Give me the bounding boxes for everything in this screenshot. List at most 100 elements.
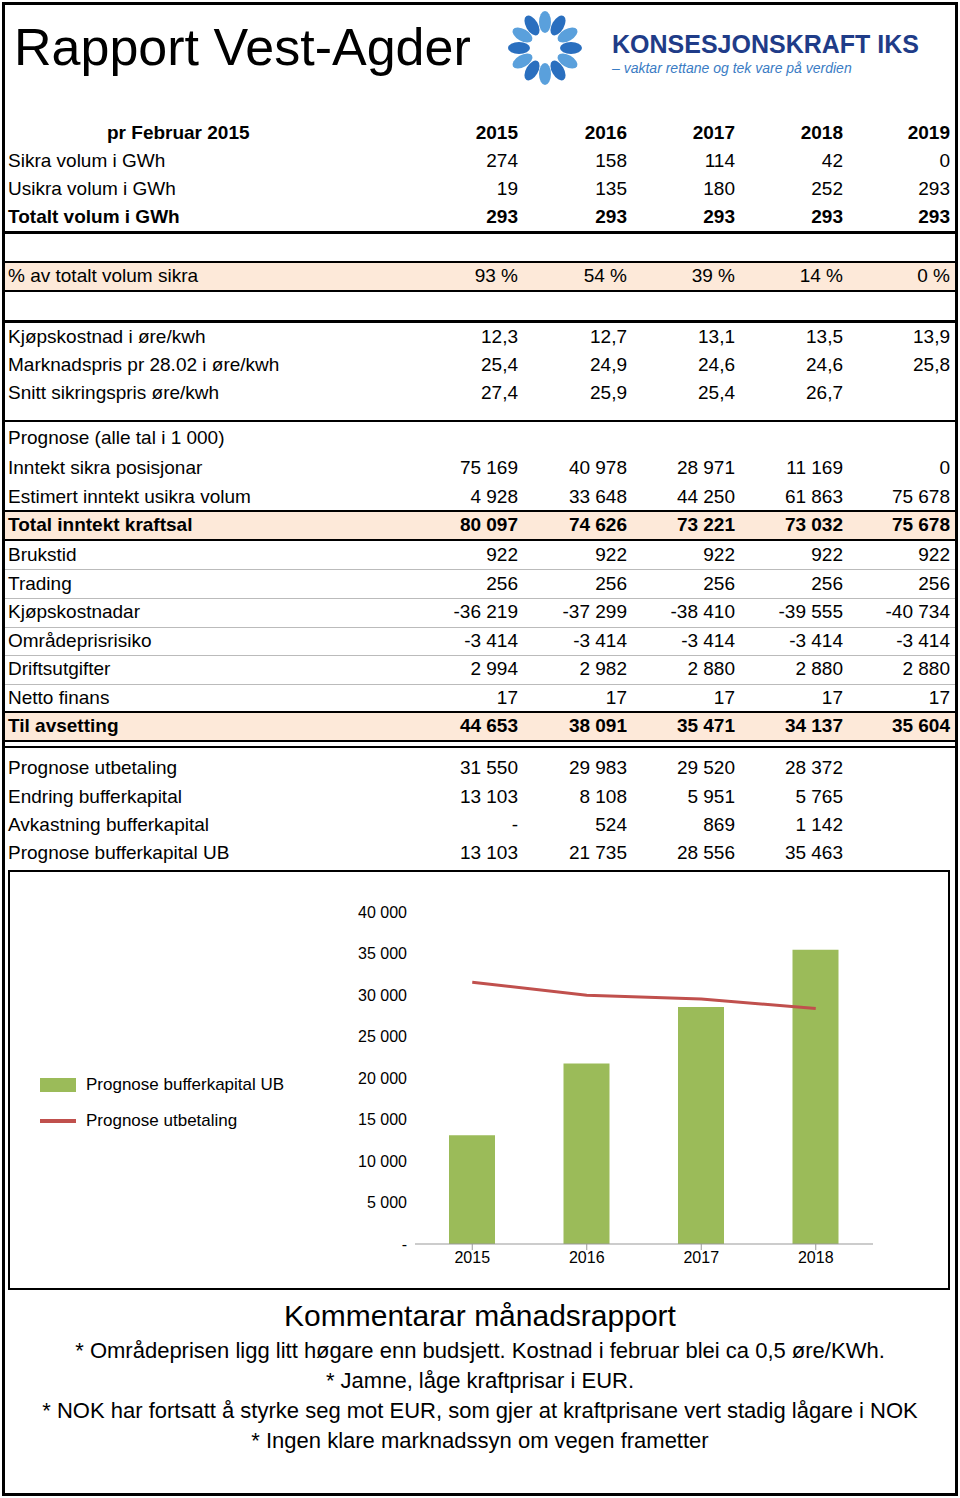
html-text:0 %: 0 % (917, 265, 950, 286)
html-text:256: 256 (486, 573, 518, 594)
html-text:135: 135 (595, 178, 627, 199)
html-text:922: 922 (811, 544, 843, 565)
html-text:Kommentarar månadsrapport: Kommentarar månadsrapport (284, 1299, 676, 1332)
html-text:13,5: 13,5 (806, 326, 843, 347)
svg-text:2015: 2015 (454, 1249, 490, 1266)
svg-text:2017: 2017 (683, 1249, 719, 1266)
html-text:75 678: 75 678 (891, 486, 950, 507)
html-text:42: 42 (821, 150, 843, 171)
html-text:293: 293 (595, 206, 627, 227)
html-text:28 971: 28 971 (676, 457, 735, 478)
html-text:293: 293 (486, 206, 518, 227)
html-text:12,7: 12,7 (590, 326, 627, 347)
html-text:Brukstid: Brukstid (8, 544, 77, 565)
html-text:922: 922 (595, 544, 627, 565)
html-text:293: 293 (811, 206, 843, 227)
html-text:Trading: Trading (8, 573, 72, 594)
html-text:-38 410: -38 410 (670, 601, 735, 622)
html-text:293: 293 (703, 206, 735, 227)
html-text:2015: 2015 (475, 122, 518, 143)
html-text:14 %: 14 % (799, 265, 843, 286)
html-text:Sikra volum i GWh: Sikra volum i GWh (8, 150, 166, 171)
html-text:40 978: 40 978 (568, 457, 627, 478)
html-text:256: 256 (811, 573, 843, 594)
html-text:2019: 2019 (907, 122, 950, 143)
svg-text:10 000: 10 000 (358, 1153, 407, 1170)
html-text:26,7: 26,7 (806, 382, 843, 403)
html-text:KONSESJONSKRAFT IKS: KONSESJONSKRAFT IKS (612, 30, 919, 58)
html-text:12,3: 12,3 (481, 326, 518, 347)
html-text:Usikra volum i GWh: Usikra volum i GWh (8, 178, 176, 199)
html-text:25,9: 25,9 (590, 382, 627, 403)
html-text:Estimert inntekt usikra volum: Estimert inntekt usikra volum (8, 486, 251, 507)
html-text:75 169: 75 169 (459, 457, 518, 478)
html-text:Kjøpskostnadar: Kjøpskostnadar (8, 601, 140, 622)
html-text:Marknadspris pr 28.02 i øre/kw: Marknadspris pr 28.02 i øre/kwh (8, 354, 280, 375)
html-text:pr Februar 2015: pr Februar 2015 (107, 122, 250, 143)
html-text:11 169: 11 169 (786, 457, 843, 478)
html-text:73 221: 73 221 (676, 514, 735, 535)
html-text:% av totalt volum sikra: % av totalt volum sikra (8, 265, 199, 286)
html-text:24,6: 24,6 (806, 354, 843, 375)
html-text:27,4: 27,4 (481, 382, 518, 403)
html-text:-36 219: -36 219 (453, 601, 518, 622)
html-text:13,1: 13,1 (698, 326, 735, 347)
svg-text:15 000: 15 000 (358, 1111, 407, 1128)
html-text:* NOK har fortsatt å styrke se: * NOK har fortsatt å styrke seg mot EUR,… (42, 1398, 918, 1423)
html-text:* Ingen klare marknadssyn om v: * Ingen klare marknadssyn om vegen frame… (251, 1428, 709, 1453)
html-text:-37 299: -37 299 (562, 601, 627, 622)
html-text:180: 180 (703, 178, 735, 199)
html-text:Rapport Vest-Agder: Rapport Vest-Agder (14, 18, 471, 76)
html-text:922: 922 (918, 544, 950, 565)
html-text:256: 256 (595, 573, 627, 594)
svg-text:2018: 2018 (798, 1249, 834, 1266)
html-text:93 %: 93 % (474, 265, 518, 286)
html-text:54 %: 54 % (583, 265, 627, 286)
html-text:74 626: 74 626 (568, 514, 627, 535)
html-text:4 928: 4 928 (470, 486, 518, 507)
html-text:25,4: 25,4 (481, 354, 518, 375)
html-text:293: 293 (918, 178, 950, 199)
html-text:80 097: 80 097 (459, 514, 518, 535)
html-text:33 648: 33 648 (568, 486, 627, 507)
html-text:922: 922 (486, 544, 518, 565)
html-text:44 250: 44 250 (676, 486, 735, 507)
html-text:75 678: 75 678 (891, 514, 950, 535)
html-text:Snitt sikringspris øre/kwh: Snitt sikringspris øre/kwh (8, 382, 220, 403)
html-text:25,8: 25,8 (913, 354, 950, 375)
html-text:2017: 2017 (692, 122, 735, 143)
html-text:158: 158 (595, 150, 627, 171)
svg-text:35 000: 35 000 (358, 945, 407, 962)
html-text:252: 252 (811, 178, 843, 199)
html-text:24,9: 24,9 (590, 354, 627, 375)
html-text:114: 114 (704, 150, 735, 171)
html-text:Total inntekt kraftsal: Total inntekt kraftsal (8, 514, 193, 535)
html-text:2018: 2018 (800, 122, 843, 143)
html-text:293: 293 (918, 206, 950, 227)
svg-text:40 000: 40 000 (358, 904, 407, 921)
html-text:39 %: 39 % (691, 265, 735, 286)
html-text:256: 256 (703, 573, 735, 594)
html-text:24,6: 24,6 (698, 354, 735, 375)
html-text:2016: 2016 (584, 122, 627, 143)
svg-text:30 000: 30 000 (358, 987, 407, 1004)
html-text:* Jamne, låge kraftprisar i EU: * Jamne, låge kraftprisar i EUR. (325, 1368, 634, 1393)
html-text:61 863: 61 863 (784, 486, 843, 507)
html-text:73 032: 73 032 (784, 514, 843, 535)
html-text:Kjøpskostnad i øre/kwh: Kjøpskostnad i øre/kwh (8, 326, 206, 347)
svg-text:2016: 2016 (569, 1249, 605, 1266)
html-text:256: 256 (918, 573, 950, 594)
html-text:25,4: 25,4 (698, 382, 735, 403)
html-text:Prognose (alle tal i 1 000): Prognose (alle tal i 1 000) (8, 427, 225, 448)
html-text:922: 922 (703, 544, 735, 565)
svg-text:-: - (402, 1236, 407, 1253)
svg-text:5 000: 5 000 (367, 1194, 407, 1211)
html-text:13,9: 13,9 (913, 326, 950, 347)
html-text:Inntekt sikra posisjonar: Inntekt sikra posisjonar (8, 457, 203, 478)
html-text:* Områdeprisen ligg litt høgar: * Områdeprisen ligg litt høgare enn buds… (75, 1338, 885, 1363)
svg-text:25 000: 25 000 (358, 1028, 407, 1045)
html-text:Totalt volum i GWh: Totalt volum i GWh (8, 206, 180, 227)
html-text:274: 274 (486, 150, 518, 171)
svg-text:20 000: 20 000 (358, 1070, 407, 1087)
html-text:19: 19 (496, 178, 518, 199)
